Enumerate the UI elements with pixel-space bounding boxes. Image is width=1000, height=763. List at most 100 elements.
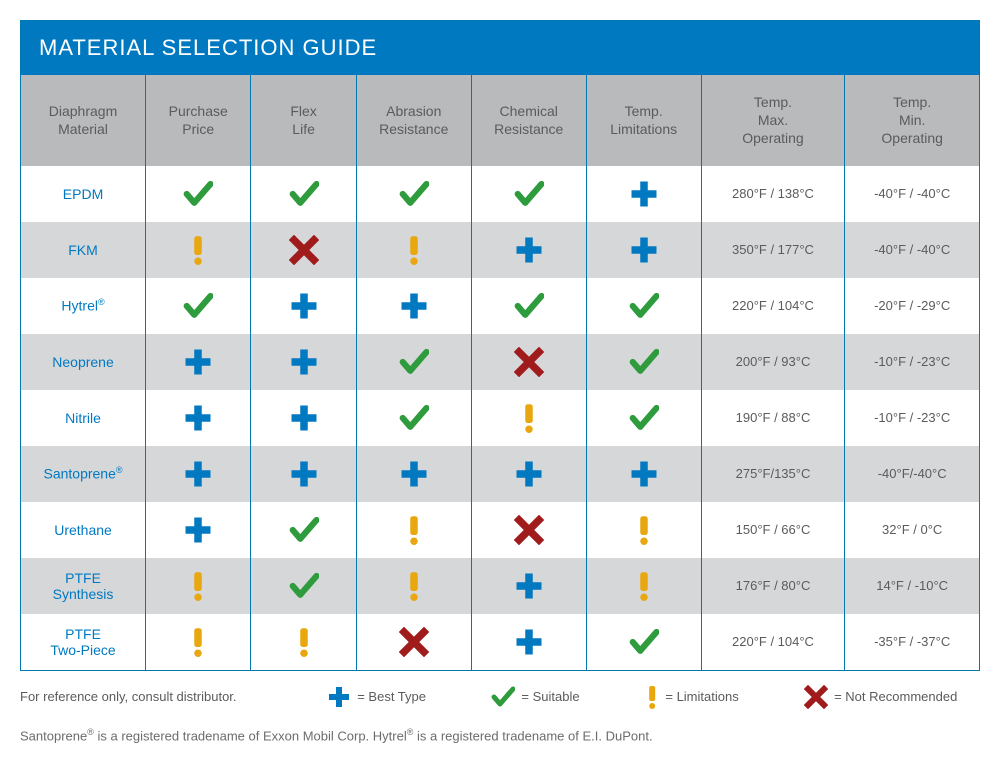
rating-cell — [356, 390, 471, 446]
table-row: Santoprene®275°F/135°C-40°F/-40°C — [21, 446, 979, 502]
rating-cell — [586, 278, 701, 334]
legend-label: = Limitations — [665, 689, 738, 704]
plus-icon — [514, 241, 544, 256]
rating-cell — [356, 334, 471, 390]
rating-cell — [356, 614, 471, 670]
temp-max: 220°F / 104°C — [701, 278, 845, 334]
legend-reference: For reference only, consult distributor. — [20, 689, 277, 704]
temp-min: -10°F / -23°C — [845, 390, 979, 446]
temp-max: 200°F / 93°C — [701, 334, 845, 390]
rating-cell — [586, 502, 701, 558]
plus-icon — [514, 465, 544, 480]
column-header: FlexLife — [251, 75, 356, 166]
plus-icon — [629, 241, 659, 256]
plus-icon — [183, 465, 213, 480]
legend: For reference only, consult distributor.… — [20, 685, 980, 709]
rating-cell — [586, 614, 701, 670]
rating-cell — [251, 334, 356, 390]
check-icon — [629, 633, 659, 648]
rating-cell — [586, 558, 701, 614]
rating-cell — [356, 166, 471, 222]
column-header: AbrasionResistance — [356, 75, 471, 166]
exclaim-icon — [189, 241, 207, 256]
rating-cell — [471, 446, 586, 502]
rating-cell — [471, 166, 586, 222]
check-icon — [289, 185, 319, 200]
temp-max: 220°F / 104°C — [701, 614, 845, 670]
rating-cell — [356, 558, 471, 614]
check-icon — [399, 185, 429, 200]
rating-cell — [471, 614, 586, 670]
rating-cell — [586, 166, 701, 222]
legend-label: = Best Type — [357, 689, 426, 704]
temp-min: -40°F / -40°C — [845, 166, 979, 222]
table-row: Nitrile190°F / 88°C-10°F / -23°C — [21, 390, 979, 446]
x-icon — [289, 241, 319, 256]
rating-cell — [471, 390, 586, 446]
table-row: FKM350°F / 177°C-40°F / -40°C — [21, 222, 979, 278]
temp-min: -40°F / -40°C — [845, 222, 979, 278]
check-icon — [289, 577, 319, 592]
plus-icon — [629, 185, 659, 200]
check-icon — [491, 685, 515, 709]
rating-cell — [586, 334, 701, 390]
rating-cell — [251, 614, 356, 670]
exclaim-icon — [189, 633, 207, 648]
plus-icon — [183, 353, 213, 368]
rating-cell — [471, 222, 586, 278]
plus-icon — [399, 465, 429, 480]
rating-cell — [471, 334, 586, 390]
x-icon — [399, 633, 429, 648]
legend-item: = Best Type — [327, 685, 426, 709]
x-icon — [804, 685, 828, 709]
rating-cell — [356, 502, 471, 558]
material-table: DiaphragmMaterialPurchasePriceFlexLifeAb… — [21, 75, 979, 670]
temp-min: 14°F / -10°C — [845, 558, 979, 614]
temp-min: -40°F/-40°C — [845, 446, 979, 502]
check-icon — [629, 297, 659, 312]
legend-item: = Limitations — [645, 685, 739, 709]
rating-cell — [586, 222, 701, 278]
legend-item: = Suitable — [491, 685, 579, 709]
table-row: Neoprene200°F / 93°C-10°F / -23°C — [21, 334, 979, 390]
title-bar: MATERIAL SELECTION GUIDE — [21, 21, 979, 75]
plus-icon — [399, 297, 429, 312]
temp-max: 280°F / 138°C — [701, 166, 845, 222]
material-name: Nitrile — [21, 390, 146, 446]
material-name: Urethane — [21, 502, 146, 558]
rating-cell — [146, 390, 251, 446]
plus-icon — [183, 409, 213, 424]
plus-icon — [514, 633, 544, 648]
temp-max: 275°F/135°C — [701, 446, 845, 502]
rating-cell — [146, 334, 251, 390]
plus-icon — [289, 353, 319, 368]
exclaim-icon — [189, 577, 207, 592]
column-header: Temp.Min.Operating — [845, 75, 979, 166]
temp-min: -35°F / -37°C — [845, 614, 979, 670]
rating-cell — [251, 278, 356, 334]
check-icon — [514, 297, 544, 312]
rating-cell — [251, 558, 356, 614]
rating-cell — [471, 502, 586, 558]
plus-icon — [514, 577, 544, 592]
x-icon — [514, 353, 544, 368]
check-icon — [629, 353, 659, 368]
material-name: PTFETwo-Piece — [21, 614, 146, 670]
temp-min: -10°F / -23°C — [845, 334, 979, 390]
column-header: Temp.Max.Operating — [701, 75, 845, 166]
guide-container: MATERIAL SELECTION GUIDE DiaphragmMateri… — [20, 20, 980, 671]
material-name: FKM — [21, 222, 146, 278]
check-icon — [514, 185, 544, 200]
table-row: EPDM280°F / 138°C-40°F / -40°C — [21, 166, 979, 222]
plus-icon — [327, 685, 351, 709]
rating-cell — [356, 222, 471, 278]
table-row: PTFETwo-Piece 220°F / 104°C-35°F / -37°C — [21, 614, 979, 670]
rating-cell — [251, 222, 356, 278]
plus-icon — [289, 465, 319, 480]
exclaim-icon — [405, 521, 423, 536]
rating-cell — [251, 502, 356, 558]
rating-cell — [146, 502, 251, 558]
temp-max: 150°F / 66°C — [701, 502, 845, 558]
rating-cell — [146, 222, 251, 278]
table-row: Hytrel®220°F / 104°C-20°F / -29°C — [21, 278, 979, 334]
